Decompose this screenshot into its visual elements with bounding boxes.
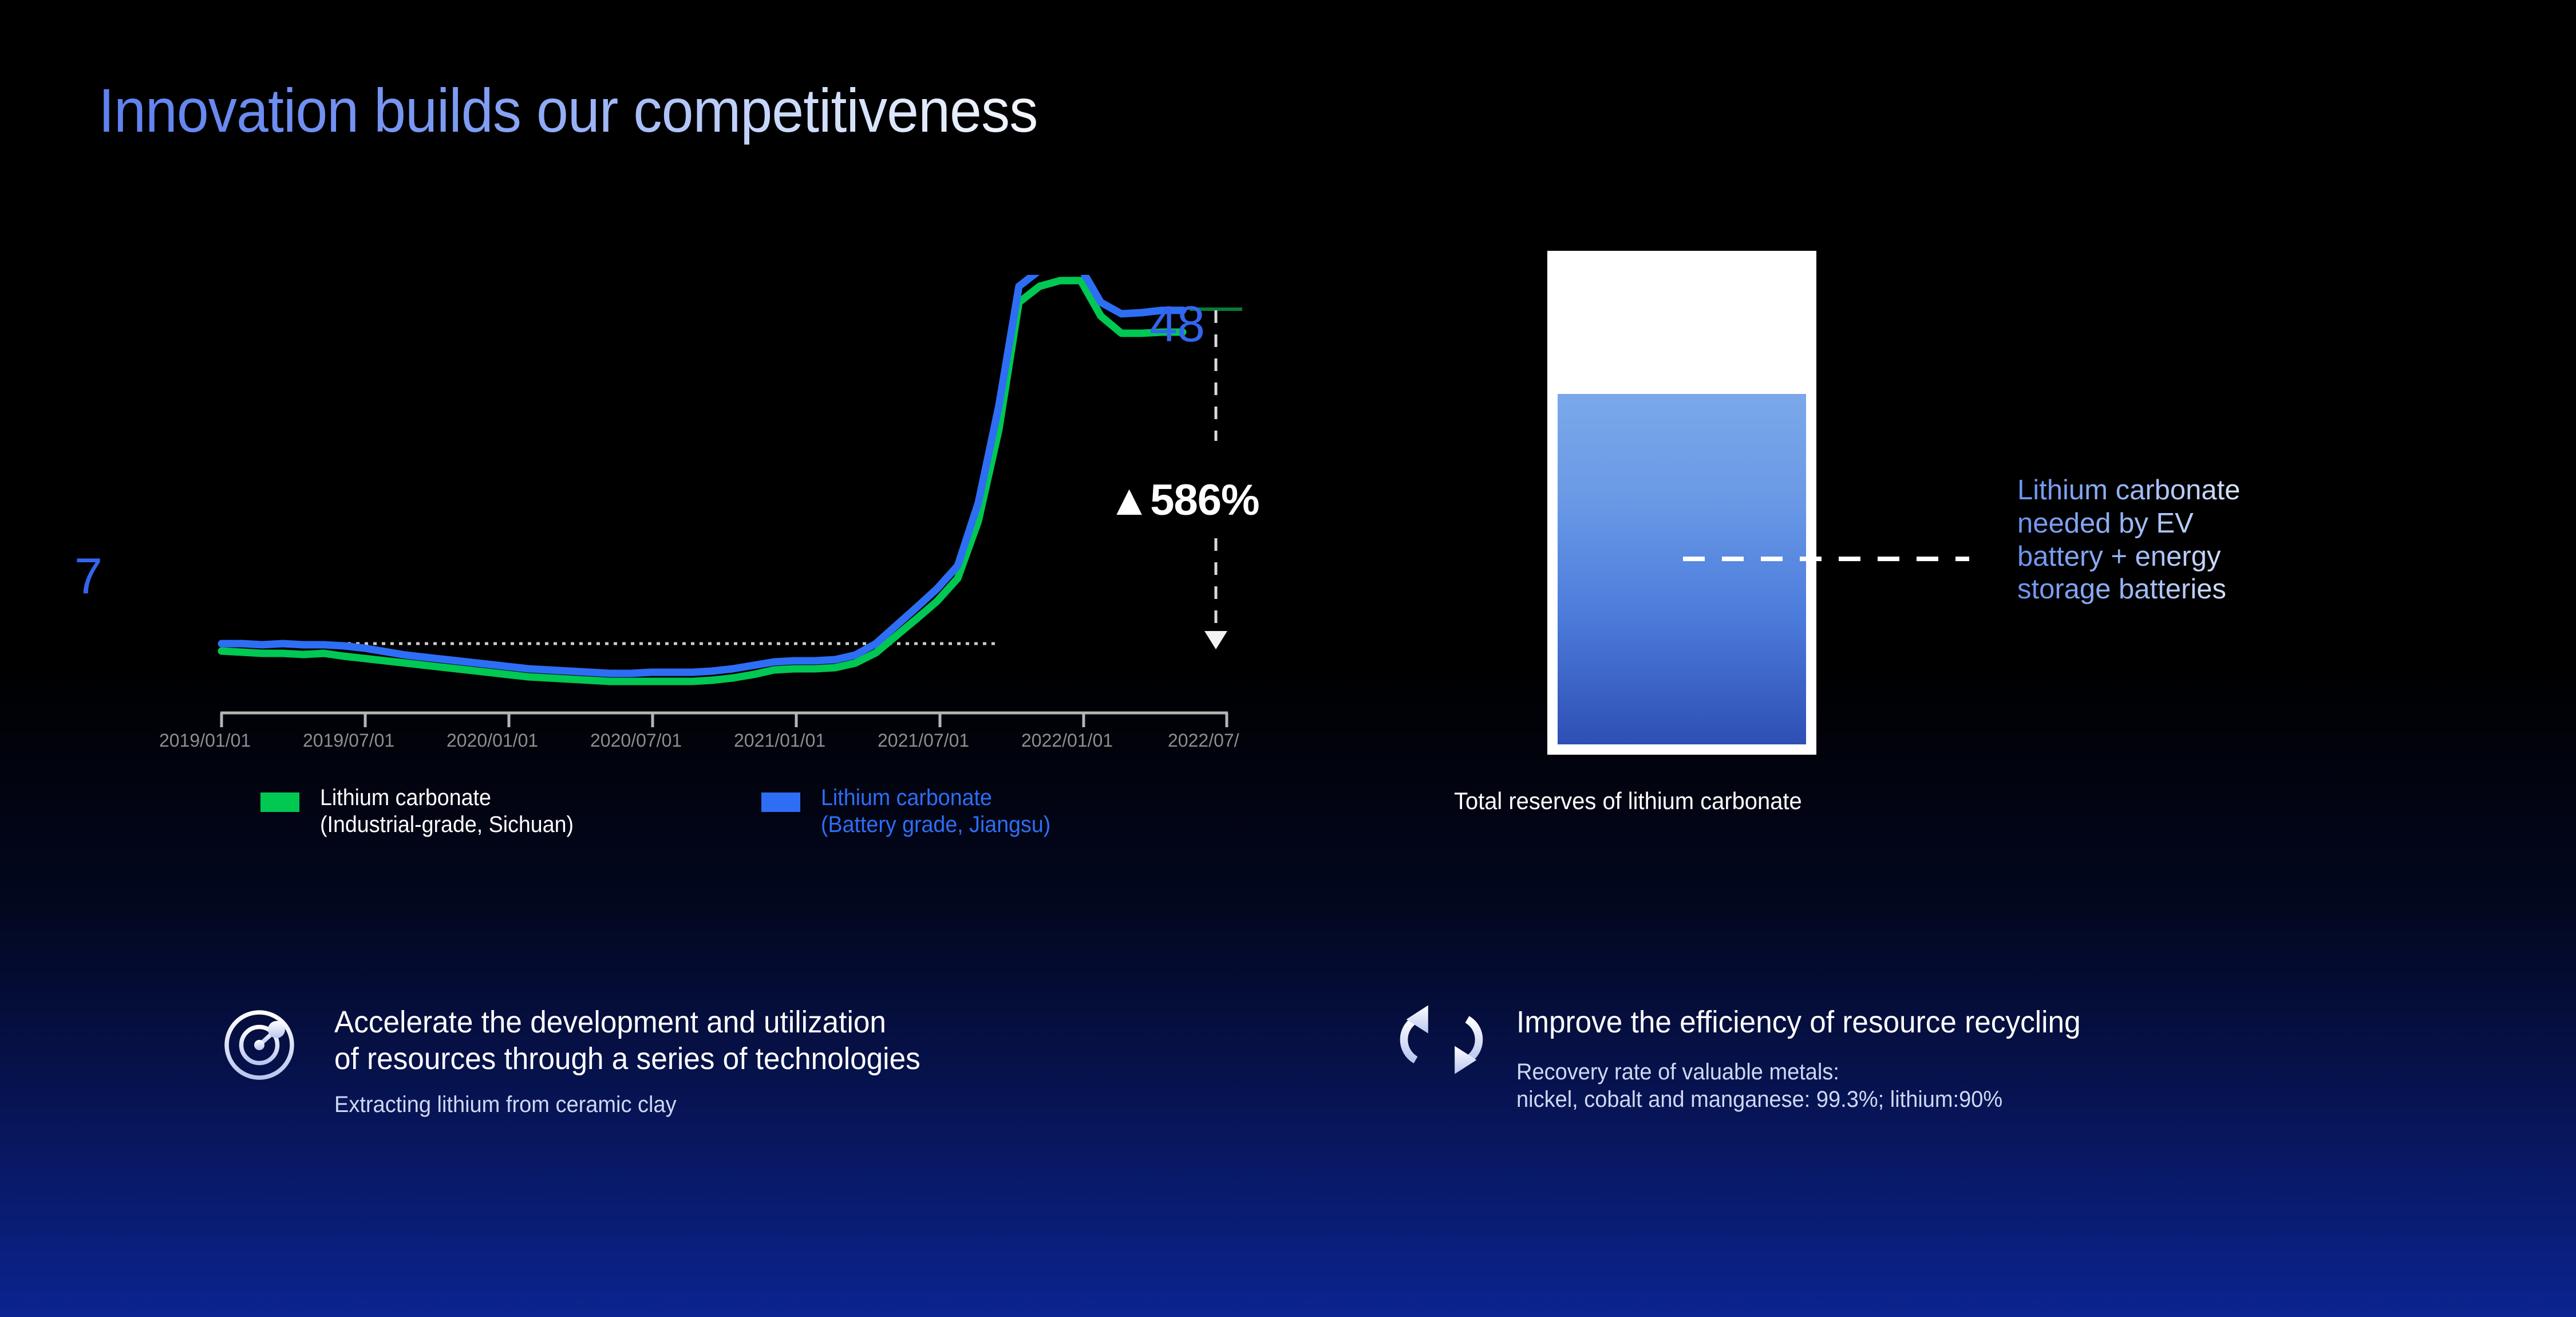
chart-svg xyxy=(218,275,1242,727)
x-axis-ticks xyxy=(220,713,1228,727)
legend-item-industrial[interactable]: Lithium carbonate (Industrial-grade, Sic… xyxy=(260,784,590,838)
feature-accelerate-development: Accelerate the development and utilizati… xyxy=(216,1002,951,1118)
legend-label-industrial: Lithium carbonate (Industrial-grade, Sic… xyxy=(320,785,574,838)
x-tick-3: 2020/07/01 xyxy=(590,730,682,751)
chart-growth-label: ▲586% xyxy=(1108,476,1260,525)
chart-end-value: 48 xyxy=(1149,295,1205,352)
page-title: Innovation builds our competitiveness xyxy=(98,76,1038,145)
radar-target-icon xyxy=(216,1002,302,1091)
feature-right-subtitle: Recovery rate of valuable metals: nickel… xyxy=(1516,1059,2003,1112)
x-tick-2: 2020/01/01 xyxy=(447,730,539,751)
reserves-container xyxy=(1547,251,1816,755)
legend-swatch-industrial xyxy=(260,792,299,812)
reserves-box-outline xyxy=(1547,251,1816,755)
feature-left-title: Accelerate the development and utilizati… xyxy=(334,1005,920,1076)
x-tick-0: 2019/01/01 xyxy=(159,730,251,751)
reserves-note: Lithium carbonate needed by EV battery +… xyxy=(2017,474,2384,606)
series-industrial-grade xyxy=(218,277,1187,685)
feature-right-body: Improve the efficiency of resource recyc… xyxy=(1516,1002,2110,1113)
reserves-leader-dashed-line xyxy=(1683,557,1969,561)
growth-arrowhead xyxy=(1204,631,1227,649)
feature-left-subtitle: Extracting lithium from ceramic clay xyxy=(334,1092,677,1118)
recycle-loop-icon xyxy=(1398,1002,1484,1079)
chart-start-value: 7 xyxy=(74,547,102,604)
x-tick-6: 2022/01/01 xyxy=(1021,730,1113,751)
feature-right-title: Improve the efficiency of resource recyc… xyxy=(1516,1005,2081,1039)
price-line-chart: 2019/01/01 2019/07/01 2020/01/01 2020/07… xyxy=(137,275,1317,751)
feature-left-body: Accelerate the development and utilizati… xyxy=(334,1002,951,1118)
x-tick-7: 2022/07/ xyxy=(1168,730,1239,751)
x-tick-4: 2021/01/01 xyxy=(734,730,826,751)
feature-resource-recycling: Improve the efficiency of resource recyc… xyxy=(1398,1002,2110,1113)
series-battery-grade xyxy=(218,275,1187,677)
chart-legend: Lithium carbonate (Industrial-grade, Sic… xyxy=(260,784,1065,838)
legend-label-battery: Lithium carbonate (Battery grade, Jiangs… xyxy=(821,785,1051,838)
reserves-fill-level xyxy=(1558,394,1806,744)
reserves-caption: Total reserves of lithium carbonate xyxy=(1454,787,1802,814)
background-glow xyxy=(0,658,2576,1317)
legend-item-battery[interactable]: Lithium carbonate (Battery grade, Jiangs… xyxy=(761,784,1065,838)
x-tick-1: 2019/07/01 xyxy=(303,730,395,751)
x-tick-5: 2021/07/01 xyxy=(878,730,970,751)
legend-swatch-battery xyxy=(761,792,801,812)
